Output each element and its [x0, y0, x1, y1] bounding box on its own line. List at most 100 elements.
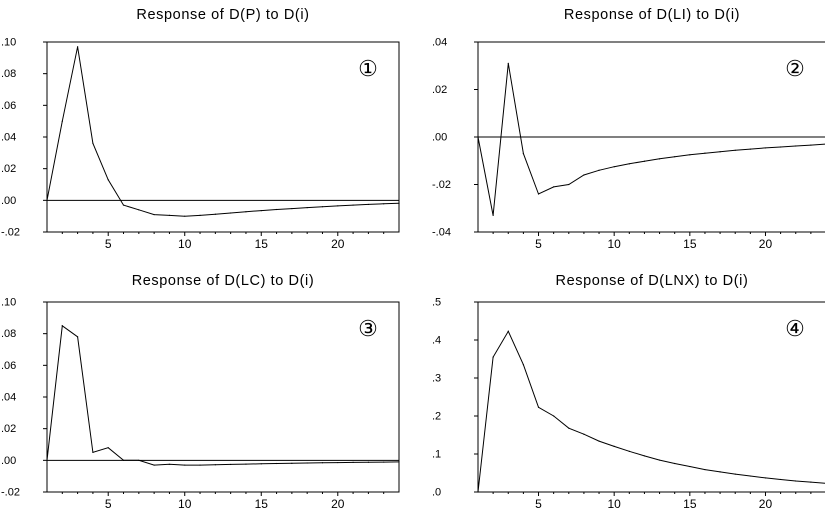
data-point	[628, 163, 630, 165]
data-point	[337, 205, 339, 207]
data-point	[107, 447, 109, 449]
data-point	[46, 199, 48, 201]
data-point	[337, 461, 339, 464]
data-point	[230, 212, 232, 214]
chart-title: Response of D(LC) to D(i)	[132, 273, 315, 289]
x-tick-label: 20	[331, 497, 345, 508]
x-tick-label: 20	[759, 497, 773, 508]
data-point	[168, 214, 171, 216]
data-point	[598, 169, 600, 171]
x-tick-label: 5	[105, 497, 112, 508]
plot-frame	[46, 41, 400, 233]
data-point	[214, 464, 216, 466]
y-tick-label: .08	[1, 328, 16, 340]
x-tick-label: 15	[255, 497, 269, 508]
data-point	[719, 471, 721, 473]
data-point	[643, 455, 646, 457]
data-point	[168, 463, 171, 465]
chart-panel-2: Response of D(LI) to D(i) -.04 -.02 .00 .02.…	[432, 7, 825, 251]
chart-title: Response of D(LI) to D(i)	[564, 7, 740, 23]
chart-panel-3: Response of D(LC) to D(i) -.02 .00 .02 .04 .0…	[1, 273, 400, 508]
data-point	[184, 464, 186, 466]
x-tick-label: 5	[535, 237, 542, 251]
data-point	[749, 148, 751, 150]
data-point	[522, 364, 524, 366]
y-tick-label: .3	[432, 373, 441, 385]
x-tick-label: 5	[535, 497, 542, 508]
series-line	[46, 46, 400, 217]
data-point	[568, 183, 570, 186]
y-tick-label: -.02	[432, 179, 451, 191]
series-line	[477, 63, 825, 216]
x-tick-label: 10	[607, 237, 621, 251]
data-point	[107, 179, 109, 181]
data-point	[245, 463, 247, 465]
series-line	[477, 330, 825, 493]
y-tick-label: .5	[432, 297, 441, 309]
data-point	[275, 462, 278, 465]
data-point	[492, 356, 494, 358]
data-point	[153, 464, 155, 466]
chart-title: Response of D(LNX) to D(i)	[556, 273, 749, 289]
data-point	[398, 202, 400, 204]
data-point	[764, 477, 767, 479]
panel-number: ①	[358, 56, 378, 81]
data-point	[537, 193, 540, 195]
data-point	[568, 427, 570, 429]
y-tick-label: .4	[432, 335, 441, 347]
data-point	[780, 146, 782, 148]
data-point	[613, 445, 615, 447]
x-tick-label: 15	[683, 497, 697, 508]
data-point	[321, 462, 324, 464]
y-tick-label: .04	[432, 37, 447, 49]
data-point	[477, 136, 479, 138]
data-point	[61, 325, 63, 327]
y-tick-label: .1	[432, 449, 441, 461]
data-point	[122, 204, 125, 206]
chart-title: Response of D(P) to D(i)	[136, 7, 309, 23]
x-tick-label: 5	[105, 237, 112, 251]
panel-number: ③	[358, 316, 378, 341]
data-point	[367, 461, 369, 463]
data-point	[260, 210, 262, 212]
data-point	[795, 480, 797, 482]
x-tick-label: 10	[178, 237, 192, 251]
x-tick-label: 20	[331, 237, 345, 251]
y-tick-label: .08	[1, 68, 16, 80]
plot-frame	[477, 301, 825, 493]
data-point	[321, 206, 324, 208]
data-point	[214, 213, 216, 215]
data-point	[383, 203, 385, 205]
data-point	[507, 330, 509, 332]
chart-panel-1: Response of D(P) to D(i) -.02 .00 .02 .04 .06…	[1, 7, 400, 251]
data-point	[138, 209, 140, 211]
x-tick-label: 15	[683, 237, 697, 251]
chart-panel-4: Response of D(LNX) to D(i) .0 .1 .2 .3 .4 .5 5 1…	[432, 273, 825, 508]
data-point	[230, 463, 232, 466]
data-point	[704, 152, 706, 154]
data-point	[367, 203, 369, 206]
data-point	[810, 481, 812, 483]
data-point	[492, 214, 494, 216]
data-point	[764, 147, 767, 149]
data-point	[658, 158, 661, 160]
data-point	[352, 204, 354, 206]
data-point	[77, 46, 79, 48]
data-point	[749, 475, 751, 477]
data-point	[522, 153, 524, 155]
y-tick-label: .02	[1, 423, 16, 435]
data-point	[92, 451, 94, 454]
data-point	[704, 468, 706, 471]
y-tick-label: -.02	[1, 487, 20, 499]
data-point	[674, 156, 676, 158]
data-point	[537, 406, 540, 408]
x-tick-label: 20	[759, 237, 773, 251]
y-tick-label: .06	[1, 360, 16, 372]
data-point	[598, 440, 600, 442]
data-point	[734, 149, 736, 151]
data-point	[477, 491, 479, 493]
data-point	[275, 208, 278, 211]
data-point	[61, 120, 63, 122]
data-point	[674, 462, 676, 465]
data-point	[291, 462, 293, 464]
